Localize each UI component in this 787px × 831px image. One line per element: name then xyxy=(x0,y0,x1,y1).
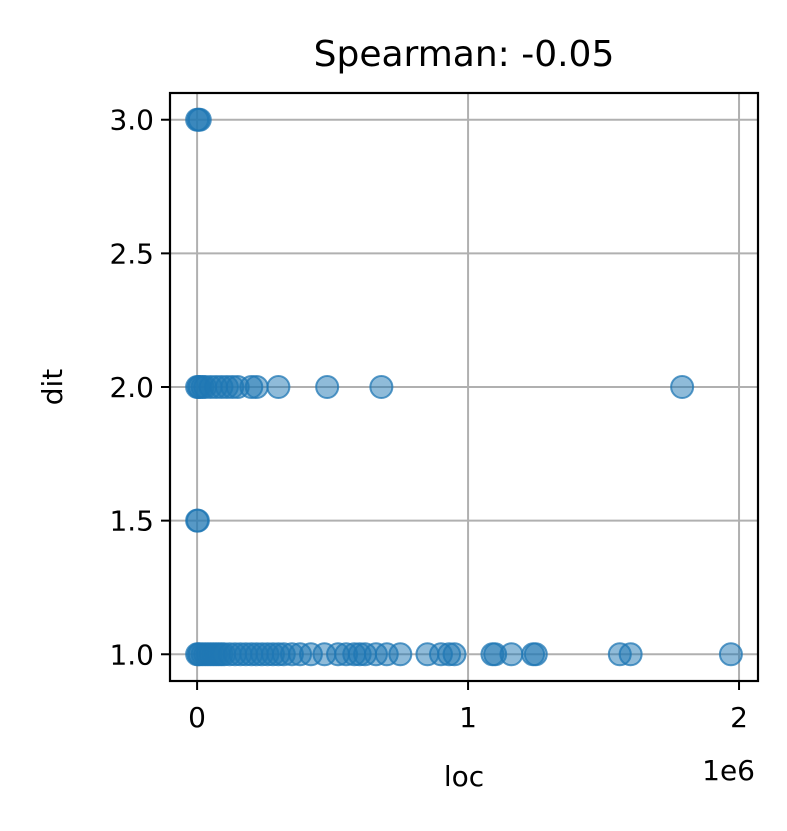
y-tick-label: 3.0 xyxy=(109,104,154,137)
data-point xyxy=(499,642,524,667)
data-point xyxy=(187,107,212,132)
y-tick-label: 2.0 xyxy=(109,371,154,404)
data-point xyxy=(244,375,269,399)
data-point xyxy=(618,642,643,667)
x-axis-offset-label: 1e6 xyxy=(702,754,755,787)
data-point xyxy=(185,508,210,533)
data-point xyxy=(442,642,467,667)
chart-title: Spearman: -0.05 xyxy=(314,34,615,75)
data-point xyxy=(266,375,291,399)
y-tick-label: 1.0 xyxy=(109,638,154,671)
data-point xyxy=(388,642,413,667)
x-tick-label: 2 xyxy=(730,701,748,734)
x-axis-label: loc xyxy=(444,760,484,793)
data-point xyxy=(718,642,743,667)
data-points xyxy=(185,107,743,667)
y-axis-ticks: 1.0 1.5 2.0 2.5 3.0 xyxy=(109,104,170,671)
data-point xyxy=(523,642,548,667)
data-point xyxy=(670,375,695,399)
data-point xyxy=(369,375,394,399)
y-tick-label: 1.5 xyxy=(109,505,154,538)
x-axis-ticks: 0 1 2 xyxy=(188,681,748,734)
x-tick-label: 1 xyxy=(459,701,477,734)
x-tick-label: 0 xyxy=(188,701,206,734)
y-tick-label: 2.5 xyxy=(109,237,154,270)
data-point xyxy=(315,375,340,399)
y-axis-label: dit xyxy=(36,369,69,406)
